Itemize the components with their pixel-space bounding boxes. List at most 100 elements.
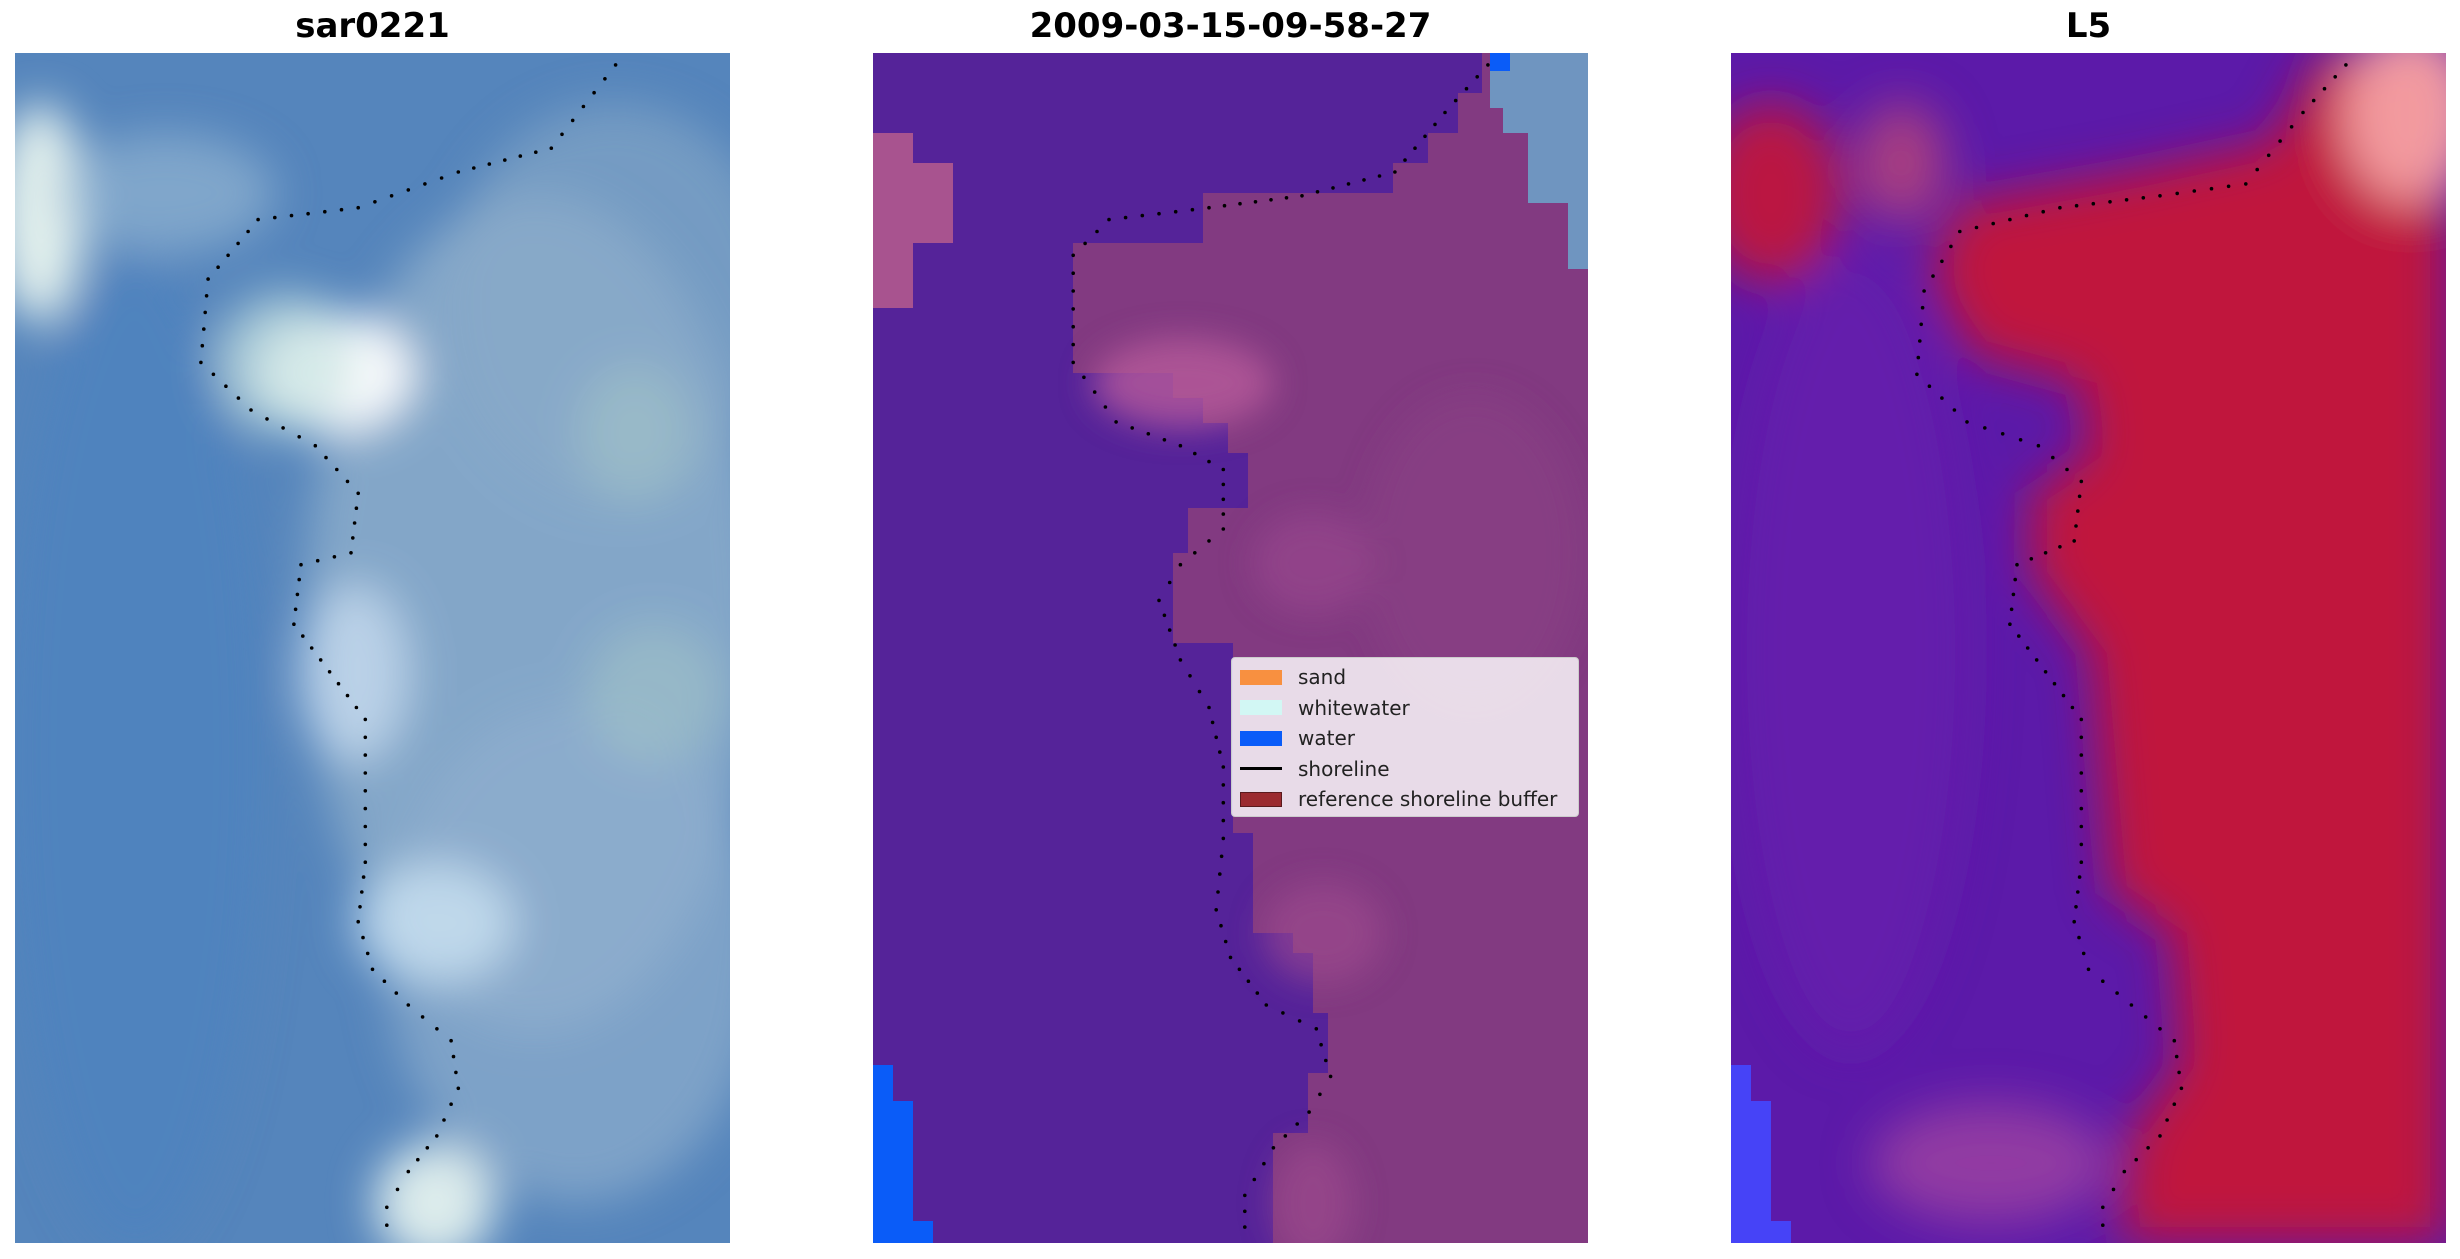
- shoreline-point: [1916, 355, 1921, 360]
- shoreline-point: [1207, 705, 1211, 710]
- shoreline-point: [2311, 98, 2316, 103]
- shoreline-point: [202, 327, 206, 331]
- shoreline-point: [2158, 194, 2162, 198]
- shoreline-point: [1190, 207, 1195, 212]
- shoreline-point: [2076, 509, 2080, 513]
- shoreline-point: [395, 1187, 400, 1192]
- shoreline-point: [2333, 75, 2337, 79]
- shoreline-point: [2079, 842, 2084, 847]
- shoreline-point: [2172, 1038, 2177, 1043]
- shoreline-point: [1178, 443, 1183, 448]
- shoreline-point: [2072, 919, 2076, 924]
- shoreline-point: [2015, 562, 2019, 567]
- shoreline-point: [1362, 178, 1366, 182]
- panel-title: L5: [2065, 6, 2112, 46]
- shoreline-point: [211, 372, 216, 377]
- shoreline-point: [2266, 153, 2271, 158]
- shoreline-point: [2134, 1157, 2138, 1162]
- shoreline-point: [1486, 63, 1490, 67]
- rgb-image: [15, 53, 730, 1243]
- shoreline-point: [1246, 979, 1251, 983]
- sand-patch: [873, 133, 953, 308]
- shoreline-point: [1433, 122, 1437, 127]
- shoreline-point: [425, 1146, 430, 1150]
- shoreline-point: [2034, 658, 2039, 662]
- shoreline-point: [487, 162, 492, 166]
- shoreline-point: [2079, 806, 2084, 811]
- shoreline-point: [1243, 1225, 1247, 1229]
- shoreline-point: [216, 265, 220, 269]
- shoreline-point: [363, 789, 368, 793]
- shoreline-point: [442, 1118, 446, 1122]
- shoreline-point: [2058, 545, 2062, 549]
- classified-image: [873, 53, 1588, 1243]
- shoreline-point: [2074, 203, 2079, 208]
- rgb-image-plot: [15, 53, 730, 1243]
- shoreline-point: [2043, 670, 2048, 674]
- shoreline-point: [2129, 1003, 2134, 1007]
- shoreline-point: [2101, 1223, 2105, 1227]
- shoreline-point: [2079, 824, 2084, 829]
- shoreline-point: [336, 681, 341, 686]
- shoreline-point: [2289, 125, 2294, 129]
- shoreline-point: [363, 717, 368, 722]
- shoreline-point: [200, 343, 205, 348]
- shoreline-point: [2065, 467, 2069, 472]
- shoreline-point: [1958, 229, 1962, 234]
- shoreline-point: [1221, 800, 1226, 805]
- shoreline-point: [1221, 482, 1226, 487]
- shoreline-point: [2076, 890, 2080, 894]
- shoreline-point: [454, 1070, 458, 1075]
- shoreline-point: [1965, 420, 1969, 424]
- shoreline-point: [1253, 200, 1258, 204]
- shoreline-point: [603, 77, 607, 81]
- shoreline-point: [2101, 1205, 2105, 1210]
- water-patch: [1731, 1065, 1791, 1243]
- index-image-plot: [1731, 53, 2446, 1243]
- shoreline-point: [1284, 196, 1289, 200]
- shoreline-point: [2158, 1134, 2162, 1138]
- shoreline-point: [1221, 765, 1226, 769]
- shoreline-point: [1983, 426, 1987, 430]
- shoreline-point: [1221, 783, 1226, 787]
- shoreline-point: [363, 860, 368, 864]
- shoreline-point: [2079, 789, 2084, 793]
- shoreline-point: [2111, 1187, 2116, 1192]
- shoreline-point: [1940, 396, 1944, 400]
- shoreline-point: [1193, 551, 1197, 555]
- shoreline-point: [456, 170, 461, 174]
- shoreline-point: [1918, 339, 1922, 343]
- shoreline-point: [2052, 681, 2057, 686]
- shoreline-point: [226, 253, 230, 258]
- shoreline-point: [1346, 182, 1351, 186]
- shoreline-point: [1221, 818, 1226, 823]
- shoreline-point: [1083, 241, 1087, 246]
- shoreline-point: [2009, 607, 2014, 612]
- shoreline-point: [2079, 479, 2084, 484]
- shoreline-point: [1071, 324, 1075, 329]
- shoreline-point: [435, 1027, 439, 1031]
- water-patch: [873, 1065, 933, 1243]
- shoreline-point: [1167, 580, 1172, 585]
- shoreline-point: [354, 705, 359, 710]
- shoreline-point: [306, 211, 310, 216]
- shoreline-point: [1114, 420, 1118, 424]
- shoreline-point: [581, 104, 586, 109]
- shoreline-point: [1222, 203, 1227, 208]
- shoreline-point: [2146, 1146, 2150, 1150]
- shoreline-point: [1940, 259, 1944, 264]
- shoreline-point: [199, 360, 203, 365]
- shoreline-point: [1931, 274, 1935, 278]
- shoreline-point: [2018, 438, 2023, 442]
- shoreline-point: [549, 146, 554, 150]
- shoreline-point: [1922, 289, 1926, 293]
- shoreline-point: [456, 1086, 461, 1091]
- shoreline-point: [1228, 955, 1233, 960]
- shoreline-point: [1243, 1193, 1247, 1198]
- shoreline-point: [293, 607, 298, 612]
- shoreline-point: [2079, 771, 2084, 775]
- shoreline-point: [2011, 592, 2016, 597]
- panel-sar0221: sar0221: [15, 0, 730, 1259]
- shoreline-point: [289, 213, 294, 218]
- shoreline-point: [2074, 905, 2078, 909]
